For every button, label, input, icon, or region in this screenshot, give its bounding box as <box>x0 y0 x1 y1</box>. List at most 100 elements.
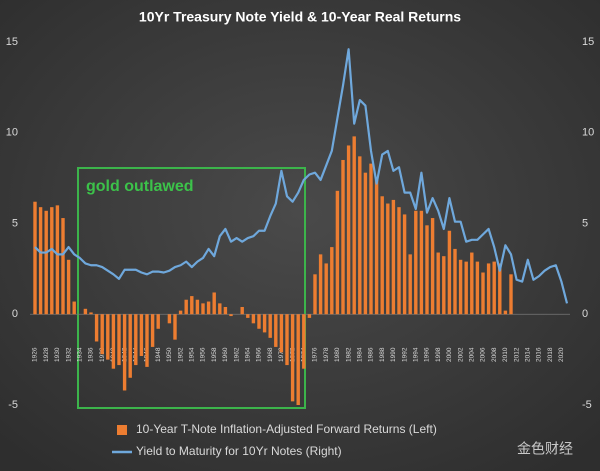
bar <box>201 303 205 315</box>
x-tick-label: 1984 <box>357 347 364 362</box>
bar <box>89 312 93 315</box>
x-tick-label: 2004 <box>469 347 476 362</box>
bar <box>402 214 407 315</box>
y2-tick-label: 15 <box>582 36 594 48</box>
legend-label: Yield to Maturity for 10Yr Notes (Right) <box>136 444 342 458</box>
x-tick-label: 2018 <box>547 347 554 362</box>
x-tick-label: 1950 <box>166 347 173 362</box>
bar <box>167 314 172 324</box>
bar <box>38 207 43 315</box>
x-tick-label: 1956 <box>200 347 207 362</box>
bar <box>72 301 76 315</box>
bar <box>464 261 468 315</box>
x-tick-label: 1970 <box>278 347 285 362</box>
x-tick-label: 2014 <box>525 347 532 362</box>
x-tick-label: 2010 <box>502 347 509 362</box>
bar <box>503 310 508 315</box>
annotation: gold outlawed <box>86 178 194 195</box>
x-tick-label: 2012 <box>513 347 520 362</box>
bar <box>55 205 60 315</box>
x-tick-label: 1996 <box>424 347 431 362</box>
y2-tick-label: -5 <box>582 399 592 411</box>
y-tick-label: 5 <box>12 217 18 229</box>
legend-swatch <box>117 425 127 435</box>
bar <box>374 179 379 315</box>
x-tick-label: 1930 <box>54 347 61 362</box>
x-tick-label: 1964 <box>245 347 252 362</box>
x-tick-label: 1998 <box>435 347 442 362</box>
bar <box>218 303 222 315</box>
bar <box>414 210 418 315</box>
bar <box>313 274 317 315</box>
x-tick-label: 1948 <box>155 347 162 362</box>
x-tick-label: 2020 <box>558 347 565 362</box>
bar <box>391 199 396 315</box>
y2-tick-label: 0 <box>582 308 588 320</box>
bar <box>184 299 188 315</box>
x-tick-label: 1936 <box>88 347 95 362</box>
bar <box>408 254 412 315</box>
bar <box>106 314 110 360</box>
bar <box>111 314 116 369</box>
bar <box>296 314 300 405</box>
x-tick-label: 1994 <box>413 347 420 362</box>
x-tick-label: 1988 <box>379 347 386 362</box>
bar <box>475 261 480 315</box>
bar <box>122 314 127 391</box>
bar <box>453 248 457 315</box>
bar <box>223 306 228 315</box>
bar <box>346 145 351 315</box>
bar <box>83 308 88 315</box>
highlight-box <box>77 167 306 409</box>
bar <box>470 252 474 315</box>
bar <box>442 256 446 315</box>
bar <box>279 314 284 353</box>
y2-tick-label: 10 <box>582 127 594 139</box>
x-tick-label: 1932 <box>65 347 72 362</box>
bar <box>386 203 390 315</box>
bar <box>66 259 71 315</box>
x-tick-label: 1978 <box>323 347 330 362</box>
bar <box>341 159 345 315</box>
bar <box>274 314 278 347</box>
x-tick-label: 1982 <box>345 347 352 362</box>
x-tick-label: 2006 <box>480 347 487 362</box>
x-tick-label: 1976 <box>312 347 319 362</box>
bar <box>397 207 401 315</box>
bar <box>100 314 104 355</box>
bar <box>139 314 144 356</box>
bar <box>498 263 502 315</box>
bar <box>246 314 250 318</box>
bar <box>134 314 138 366</box>
x-tick-label: 2008 <box>491 347 498 362</box>
bar <box>195 299 200 315</box>
x-tick-label: 1986 <box>368 347 375 362</box>
x-tick-label: 2000 <box>446 347 453 362</box>
bar <box>262 314 267 333</box>
bar <box>324 263 328 315</box>
x-tick-label: 1968 <box>267 347 274 362</box>
bar <box>240 306 244 315</box>
bar <box>363 172 368 315</box>
bar <box>190 296 194 315</box>
y-tick-label: 15 <box>6 36 18 48</box>
bar <box>61 218 65 315</box>
bar <box>492 261 496 315</box>
x-tick-label: 1980 <box>334 347 341 362</box>
chart-title: 10Yr Treasury Note Yield & 10-Year Real … <box>139 9 461 25</box>
legend-label: 10-Year T-Note Inflation-Adjusted Forwar… <box>136 422 437 436</box>
bar <box>178 310 183 315</box>
bar <box>229 314 233 317</box>
bar <box>156 314 160 329</box>
bar <box>425 225 429 315</box>
bar <box>369 163 373 315</box>
bar <box>486 263 491 315</box>
x-tick-label: 1960 <box>222 347 229 362</box>
bar <box>33 201 37 315</box>
bar <box>509 274 513 315</box>
x-tick-label: 1990 <box>390 347 397 362</box>
bar <box>380 196 384 315</box>
bar <box>419 210 424 315</box>
